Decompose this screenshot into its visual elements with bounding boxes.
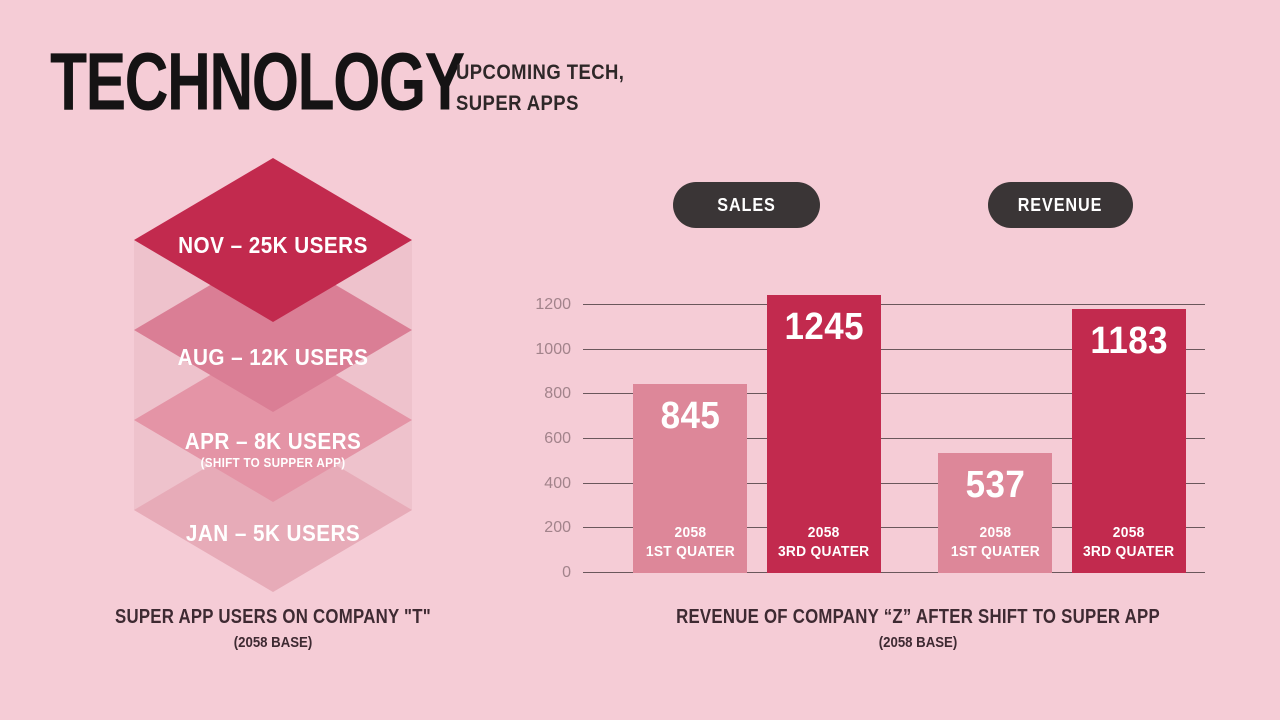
y-axis-tick-label: 800 [544, 385, 571, 403]
bar-category-line2: 3RD QUATER [778, 543, 870, 560]
pyramid-layer-label: AUG – 12K USERS [177, 344, 369, 370]
y-axis-tick-label: 1200 [535, 295, 571, 313]
bar-category-line1: 2058 [808, 524, 840, 541]
bar-category-label: 2058 1ST QUATER [645, 523, 734, 573]
bar-value-label: 537 [965, 464, 1025, 506]
y-axis-tick-label: 0 [562, 564, 571, 581]
pyramid-caption: SUPER APP USERS ON COMPANY "T" (2058 BAS… [73, 606, 473, 651]
chart-gridline [583, 482, 1205, 484]
subtitle-line2: SUPER APPS [456, 92, 579, 115]
bar-category-label: 2058 3RD QUATER [1083, 523, 1174, 573]
page-title: TECHNOLOGY [50, 35, 465, 128]
bar-value-label: 1183 [1090, 320, 1168, 362]
y-axis-tick-label: 1000 [535, 340, 571, 358]
y-axis-tick-label: 600 [544, 429, 571, 447]
bar-category-line1: 2058 [979, 524, 1011, 541]
bar-category-line2: 3RD QUATER [1083, 543, 1175, 560]
chart-caption-main: REVENUE OF COMPANY “Z” AFTER SHIFT TO SU… [676, 606, 1160, 628]
sales-legend-label: SALES [717, 194, 776, 215]
chart-caption: REVENUE OF COMPANY “Z” AFTER SHIFT TO SU… [618, 606, 1218, 651]
pyramid-layer-note: (SHIFT TO SUPPER APP) [200, 455, 346, 470]
pyramid-diagram: NOV – 25K USERS AUG – 12K USERS APR – 8K U… [134, 158, 412, 638]
bar-category-label: 2058 1ST QUATER [950, 523, 1039, 573]
bar-category-line1: 2058 [1113, 524, 1145, 541]
bar-value-label: 845 [660, 395, 720, 437]
revenue-legend-label: REVENUE [1018, 194, 1103, 215]
chart-gridline [583, 348, 1205, 350]
chart-gridline [583, 572, 1205, 573]
bar-category-line1: 2058 [674, 524, 706, 541]
chart-caption-sub: (2058 BASE) [878, 634, 958, 651]
bar-category-line2: 1ST QUATER [950, 543, 1040, 560]
y-axis-tick-label: 200 [544, 519, 571, 537]
bar-category-line2: 1ST QUATER [645, 543, 735, 560]
pyramid-caption-main: SUPER APP USERS ON COMPANY "T" [115, 606, 431, 628]
sales-legend-pill[interactable]: SALES [673, 182, 820, 228]
pyramid-layer-label: APR – 8K USERS (SHIFT TO SUPPER APP) [148, 428, 398, 472]
page-subtitle: UPCOMING TECH, SUPER APPS [456, 57, 624, 119]
pyramid-layer-label: NOV – 25K USERS [178, 232, 368, 258]
subtitle-line1: UPCOMING TECH, [456, 61, 625, 84]
pyramid-layer-label: JAN – 5K USERS [185, 520, 361, 546]
chart-gridline [583, 303, 1205, 305]
bar-value-label: 1245 [784, 306, 864, 348]
y-axis-tick-label: 400 [544, 474, 571, 492]
revenue-legend-pill[interactable]: REVENUE [988, 182, 1133, 228]
bar-category-label: 2058 3RD QUATER [778, 523, 869, 573]
pyramid-caption-sub: (2058 BASE) [233, 634, 313, 651]
chart-gridline [583, 437, 1205, 439]
bar-revenue-1st-quarter: 537 2058 1ST QUATER [938, 453, 1052, 573]
chart-gridline [583, 393, 1205, 395]
chart-gridline [583, 527, 1205, 529]
bar-revenue-3rd-quarter: 1183 2058 3RD QUATER [1072, 309, 1186, 573]
bar-chart: 0 200 400 600 800 1000 1200 845 2058 1ST QUATER 12… [535, 270, 1205, 581]
bar-sales-3rd-quarter: 1245 2058 3RD QUATER [767, 295, 881, 573]
bar-sales-1st-quarter: 845 2058 1ST QUATER [633, 384, 747, 573]
